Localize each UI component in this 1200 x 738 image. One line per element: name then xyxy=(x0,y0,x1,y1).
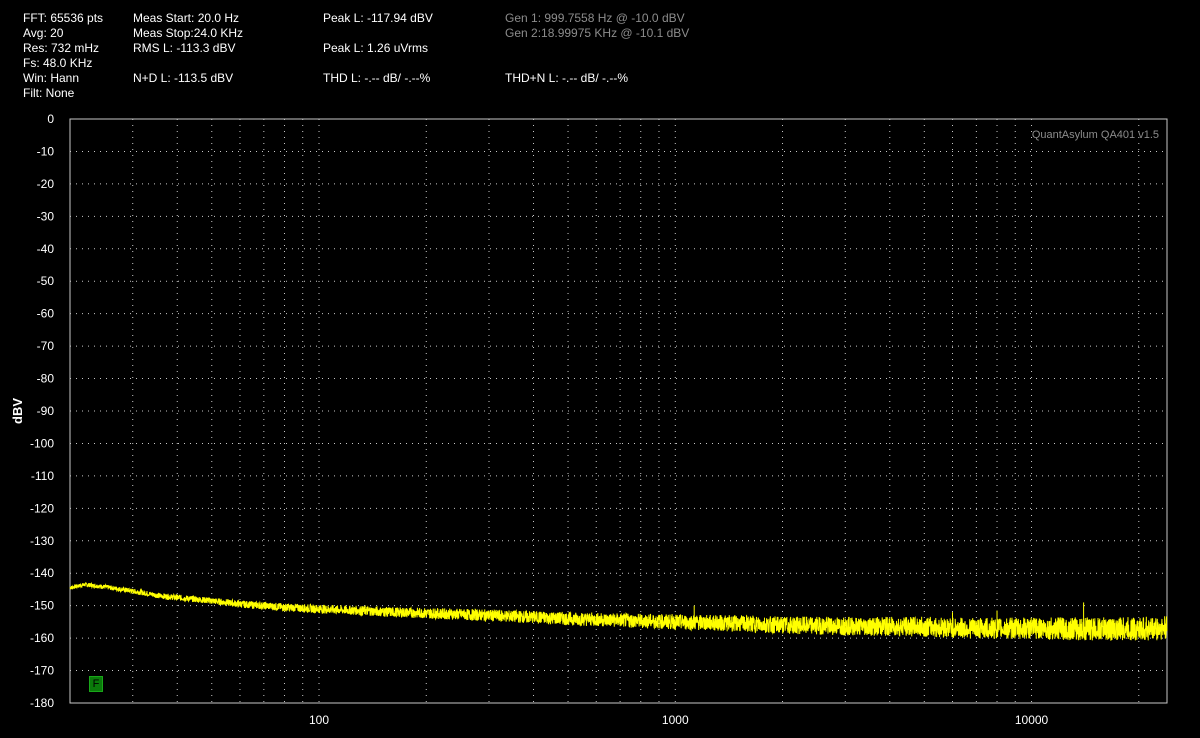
y-tick-label: -90 xyxy=(37,404,55,418)
y-tick-label: -130 xyxy=(30,534,54,548)
readout-meas-stop: Meas Stop:24.0 KHz xyxy=(133,26,244,40)
readout-gen2: Gen 2:18.99975 KHz @ -10.1 dBV xyxy=(505,26,690,40)
y-tick-label: -180 xyxy=(30,696,54,710)
readout-res: Res: 732 mHz xyxy=(23,41,100,55)
y-tick-label: -80 xyxy=(37,372,55,386)
readout-fs: Fs: 48.0 KHz xyxy=(23,56,93,70)
y-tick-label: 0 xyxy=(47,112,54,126)
y-tick-label: -110 xyxy=(31,469,54,483)
y-axis-label: dBV xyxy=(10,398,25,424)
readout-rms: RMS L: -113.3 dBV xyxy=(133,41,236,55)
y-tick-label: -20 xyxy=(37,177,55,191)
readout-thd: THD L: -.-- dB/ -.--% xyxy=(323,71,431,85)
readout-meas-start: Meas Start: 20.0 Hz xyxy=(133,11,240,25)
x-tick-label: 10000 xyxy=(1015,713,1049,727)
x-tick-label: 100 xyxy=(309,713,329,727)
readout-fft: FFT: 65536 pts xyxy=(23,11,104,25)
y-tick-label: -120 xyxy=(30,501,54,515)
readout-avg: Avg: 20 xyxy=(23,26,64,40)
watermark: QuantAsylum QA401 v1.5 xyxy=(1032,129,1159,141)
y-tick-label: -10 xyxy=(37,144,55,158)
readout-peak-uv: Peak L: 1.26 uVrms xyxy=(323,41,428,55)
readout-nd: N+D L: -113.5 dBV xyxy=(133,71,234,85)
readout-filt: Filt: None xyxy=(23,86,75,100)
y-tick-labels: 0 -10 -20 -30 -40 -50 -60 -70 -80 -90 -100 -110 -120… xyxy=(30,112,54,710)
readout-gen1: Gen 1: 999.7558 Hz @ -10.0 dBV xyxy=(505,11,685,25)
readout-win: Win: Hann xyxy=(23,71,80,85)
y-tick-label: -160 xyxy=(30,631,54,645)
plot-frame xyxy=(69,118,1168,704)
y-tick-label: -70 xyxy=(37,339,55,353)
x-tick-label: 1000 xyxy=(662,713,689,727)
y-tick-label: -40 xyxy=(37,242,55,256)
readout-thdn: THD+N L: -.-- dB/ -.--% xyxy=(505,71,629,85)
y-tick-label: -140 xyxy=(30,566,54,580)
y-tick-label: -100 xyxy=(30,436,54,450)
y-tick-label: -60 xyxy=(37,307,55,321)
y-tick-label: -150 xyxy=(30,599,54,613)
readout-peak-dbv: Peak L: -117.94 dBV xyxy=(323,11,433,25)
y-tick-label: -50 xyxy=(37,274,55,288)
spectrum-trace xyxy=(69,581,1168,641)
y-tick-label: -30 xyxy=(37,209,55,223)
x-tick-labels: 100 1000 10000 xyxy=(309,713,1049,727)
grid-layer xyxy=(70,119,1167,703)
f-badge[interactable]: F xyxy=(89,676,103,692)
y-tick-label: -170 xyxy=(30,664,54,678)
